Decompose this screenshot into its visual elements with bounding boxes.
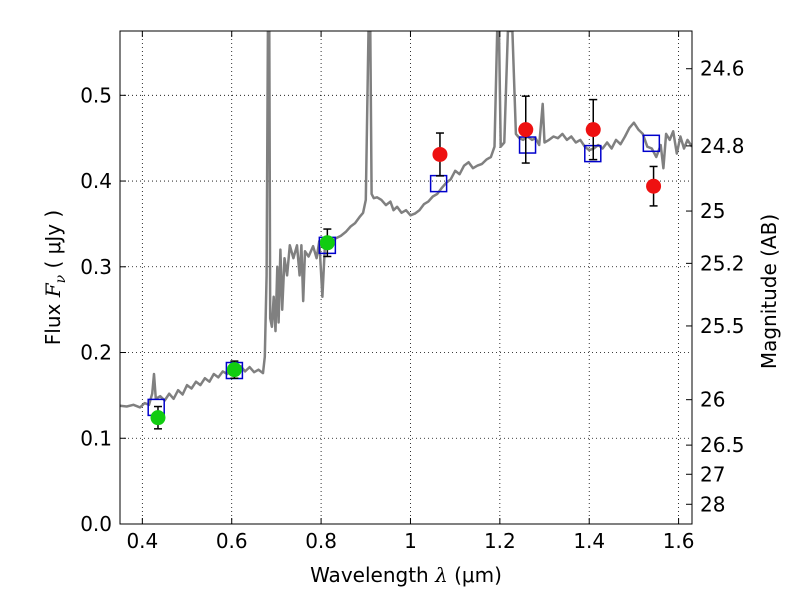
observed-point-green (226, 362, 242, 378)
x-tick-label: 1.4 (573, 529, 605, 553)
y-tick-label: 0.0 (80, 512, 112, 536)
ticks-layer (120, 31, 692, 525)
y-tick-label: 0.2 (80, 341, 112, 365)
x-axis-title-suffix: (μm) (448, 563, 502, 587)
observed-point-red (585, 122, 601, 138)
model-photometry-square (518, 136, 537, 154)
y-tick-label: 0.1 (80, 426, 112, 450)
mag-tick-label: 26 (700, 388, 725, 412)
labels-layer: 0.4 0.6 0.8 1 1.2 1.4 1.6 0.0 0.1 0.2 0.3 0.4 0.5 24.… (80, 57, 744, 553)
observed-point-red (646, 178, 662, 194)
y-axis-title-suffix: ( μJy ) (41, 210, 65, 275)
observed-point-green (150, 410, 166, 426)
mag-tick-label: 24.6 (700, 57, 745, 81)
mag-tick-label: 26.5 (700, 433, 745, 457)
mag-tick-label: 27 (700, 462, 725, 486)
mag-tick-label: 25 (700, 199, 725, 223)
model-photometry-square (642, 134, 661, 153)
y-tick-label: 0.5 (80, 83, 112, 107)
y-axis-title-prefix: Flux (41, 297, 65, 345)
observed-point-green (319, 235, 335, 251)
x-axis-title-prefix: Wavelength (310, 563, 435, 587)
y-axis-title-symbol: F (41, 282, 65, 298)
y-tick-label: 0.4 (80, 169, 112, 193)
points-layer (147, 95, 662, 430)
y-axis-title-subscript: ν (53, 274, 69, 283)
y-axis-title: Flux Fν ( μJy ) (41, 210, 69, 345)
plot-frame (119, 30, 693, 525)
right-axis-title: Magnitude (AB) (757, 214, 781, 369)
x-tick-label: 0.6 (216, 529, 248, 553)
x-tick-label: 1.6 (663, 529, 695, 553)
x-axis-title-symbol: λ (434, 563, 448, 587)
spectrum-layer (120, 31, 692, 409)
observed-point-red (432, 146, 448, 162)
mag-tick-label: 28 (700, 492, 725, 516)
x-tick-label: 0.4 (126, 529, 158, 553)
x-tick-label: 0.8 (305, 529, 337, 553)
mag-tick-label: 25.2 (700, 251, 745, 275)
x-tick-label: 1.2 (484, 529, 516, 553)
model-spectrum-line (120, 31, 692, 409)
observed-point-red (518, 122, 534, 138)
mag-tick-label: 25.5 (700, 314, 745, 338)
y-tick-label: 0.3 (80, 255, 112, 279)
x-tick-label: 1 (404, 529, 417, 553)
x-axis-title: Wavelength λ (μm) (310, 563, 502, 587)
grid-layer (120, 31, 692, 525)
mag-tick-label: 24.8 (700, 134, 745, 158)
